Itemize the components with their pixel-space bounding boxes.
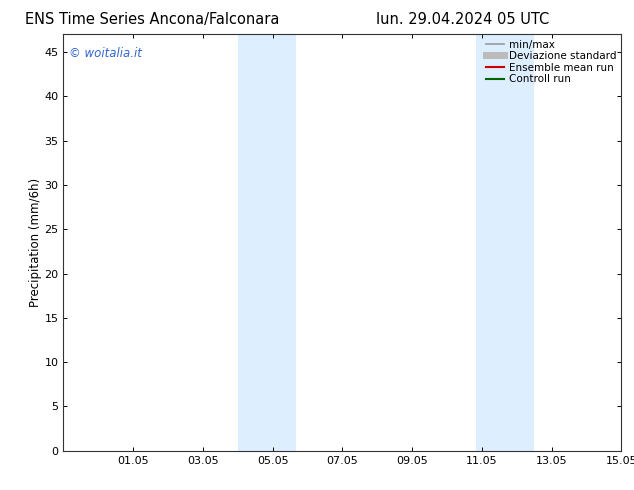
Text: © woitalia.it: © woitalia.it	[69, 47, 142, 60]
Bar	[505, 34, 534, 451]
Bar	[238, 34, 267, 451]
Legend: min/max, Deviazione standard, Ensemble mean run, Controll run: min/max, Deviazione standard, Ensemble m…	[486, 40, 616, 84]
Y-axis label: Precipitation (mm/6h): Precipitation (mm/6h)	[29, 178, 42, 307]
Text: lun. 29.04.2024 05 UTC: lun. 29.04.2024 05 UTC	[376, 12, 550, 27]
Text: ENS Time Series Ancona/Falconara: ENS Time Series Ancona/Falconara	[25, 12, 280, 27]
Bar	[476, 34, 505, 451]
Bar	[267, 34, 296, 451]
